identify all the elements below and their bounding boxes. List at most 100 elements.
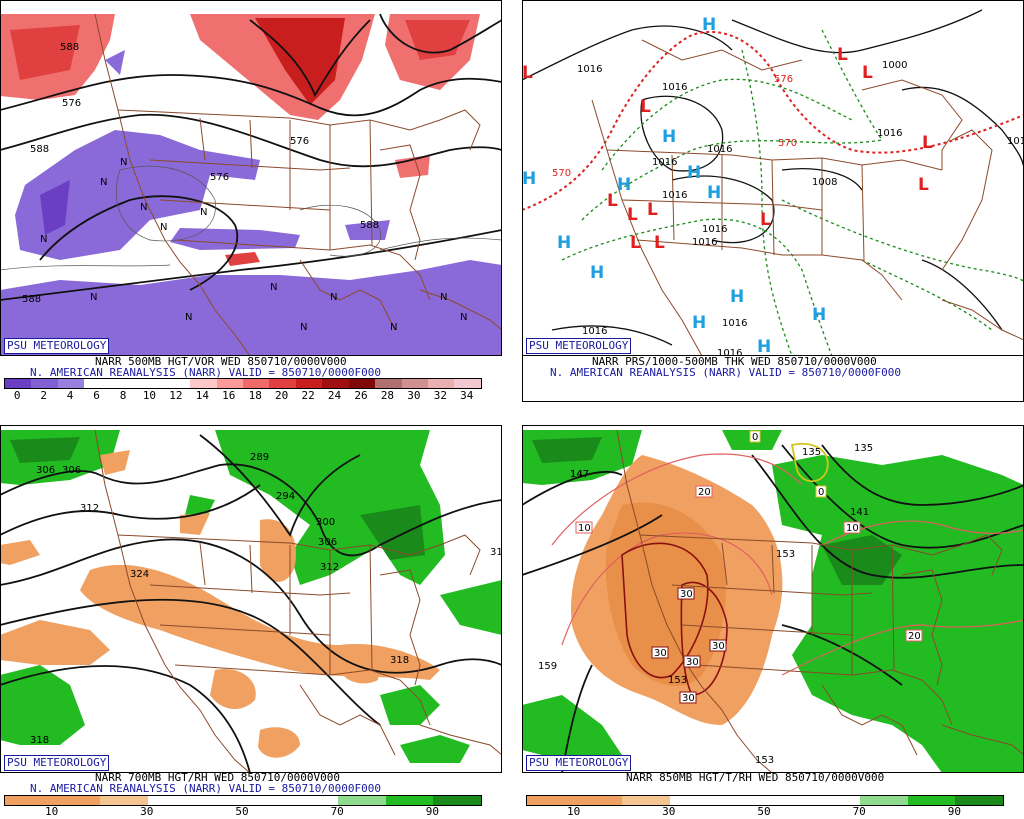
colorbar-tick-label: 90	[947, 805, 962, 818]
map-caption: NARR 500MB HGT/VOR WED 850710/0000V000	[95, 355, 347, 368]
height-label: 588	[30, 144, 49, 155]
low-pressure-label: L	[607, 191, 618, 211]
height-label: 289	[250, 452, 269, 463]
colorbar-tick-label: 20	[275, 389, 289, 402]
colorbar-tick-label: 30	[407, 389, 421, 402]
height-label: 588	[360, 220, 379, 231]
vorticity-label: N	[200, 207, 207, 218]
isobar-label: 1016	[877, 128, 902, 139]
colorbar-tick-label: 22	[301, 389, 315, 402]
isobar-label: 1016	[582, 326, 607, 337]
temperature-label: 30	[654, 648, 667, 659]
height-label: 153	[776, 549, 795, 560]
temperature-label: 30	[712, 641, 725, 652]
high-pressure-label: H	[702, 15, 716, 35]
low-pressure-label: L	[760, 210, 771, 230]
height-contours	[0, 13, 502, 301]
low-pressure-label: L	[922, 133, 933, 153]
temperature-label: 10	[578, 523, 591, 534]
high-pressure-label: H	[590, 263, 604, 283]
temperature-label: 30	[680, 589, 693, 600]
height-label: 135	[802, 447, 821, 458]
high-pressure-label: H	[707, 183, 721, 203]
colorbar-tick-label: 50	[757, 805, 771, 818]
colorbar-tick-label: 24	[327, 389, 342, 402]
vorticity-label: N	[185, 312, 192, 323]
height-label: 306	[318, 537, 337, 548]
isobar-label: 1016	[1007, 136, 1024, 147]
map-caption: NARR 850MB HGT/T/RH WED 850710/0000V000	[626, 771, 885, 784]
height-label: 318	[30, 735, 49, 746]
map-subcaption: N. AMERICAN REANALYSIS (NARR) VALID = 85…	[30, 782, 381, 795]
height-label: 318	[390, 655, 409, 666]
brand-label: PSU METEOROLOGY	[526, 338, 632, 354]
vorticity-label: N	[90, 292, 97, 303]
isobar-label: 1016	[662, 190, 687, 201]
colorbar-tick-label: 26	[354, 389, 368, 402]
isobar-label: 1016	[692, 237, 717, 248]
vorticity-label: N	[160, 222, 167, 233]
height-label: 306	[62, 465, 81, 476]
height-label: 312	[80, 503, 99, 514]
height-label: 159	[538, 661, 557, 672]
map-caption: NARR 700MB HGT/RH WED 850710/0000V000	[95, 771, 341, 784]
vorticity-label: N	[460, 312, 467, 323]
vorticity-label: N	[120, 157, 127, 168]
isobar-label: 1016	[717, 348, 742, 356]
colorbar-tick-label: 4	[66, 389, 74, 402]
panel-surface-pressure-thickness: 1016 1016 1016 1016 1016 1016 1016 1008 1000 1016…	[522, 0, 1024, 406]
thickness-label: 570	[552, 168, 571, 179]
thickness-label: 570	[778, 138, 797, 149]
colorbar-tick-label: 18	[248, 389, 262, 402]
map-caption: NARR PRS/1000-500MB THK WED 850710/0000V…	[592, 355, 877, 368]
height-label: 147	[570, 469, 589, 480]
high-pressure-label: H	[812, 305, 826, 325]
low-pressure-label: L	[647, 200, 658, 220]
high-pressure-label: H	[662, 127, 676, 147]
temperature-label: 20	[908, 631, 921, 642]
colorbar-tick-label: 32	[433, 389, 447, 402]
colorbar-tick-label: 10	[566, 805, 581, 818]
height-label: 306	[36, 465, 55, 476]
colorbar-tick-label: 28	[380, 389, 395, 402]
low-pressure-label: L	[654, 233, 665, 253]
brand-label: PSU METEOROLOGY	[526, 755, 632, 771]
high-pressure-label: H	[692, 313, 706, 333]
temperature-label: 10	[846, 523, 859, 534]
colorbar-tick-label: 10	[142, 389, 157, 402]
map-700mb: 306 306 312 324 294 300 306 312 318 318 318 289	[0, 425, 502, 773]
vorticity-label: N	[140, 202, 147, 213]
high-pressure-label: H	[557, 233, 571, 253]
vorticity-label: N	[330, 292, 337, 303]
height-label: 312	[320, 562, 339, 573]
low-pressure-label: L	[640, 97, 651, 117]
high-pressure-label: H	[757, 337, 771, 356]
panel-850mb-temp-rh: 147 147 153 159 153 153 135 135 141 10 20 10 30 30 30…	[522, 425, 1024, 819]
rh-shading-green	[0, 430, 502, 763]
map-subcaption: N. AMERICAN REANALYSIS (NARR) VALID = 85…	[30, 366, 381, 379]
high-pressure-label: H	[687, 163, 701, 183]
height-label: 153	[755, 755, 774, 766]
temperature-label: 0	[752, 432, 758, 443]
height-label: 576	[62, 98, 81, 109]
colorbar-tick-label: 2	[40, 389, 47, 402]
isobar-label: 1008	[812, 177, 837, 188]
colorbar-tick-label: 50	[235, 805, 249, 818]
geography-outlines	[94, 13, 502, 356]
height-label: 318	[490, 547, 502, 558]
brand-label: PSU METEOROLOGY	[4, 338, 110, 354]
isobar-label: 1000	[882, 60, 907, 71]
height-label: 324	[130, 569, 149, 580]
temperature-label: 20	[698, 487, 711, 498]
isobar-label: 1016	[652, 157, 677, 168]
height-label: 141	[850, 507, 869, 518]
low-pressure-label: L	[522, 63, 533, 83]
map-subcaption: N. AMERICAN REANALYSIS (NARR) VALID = 85…	[550, 366, 901, 379]
high-pressure-label: H	[617, 175, 631, 195]
thickness-label: 576	[774, 74, 793, 85]
colorbar-tick-label: 12	[169, 389, 183, 402]
vorticity-label: N	[40, 234, 47, 245]
map-500mb: 588 576 576 588 588 588 576 N N N N N N N N N N N N N N	[0, 0, 502, 356]
colorbar-tick-label: 90	[425, 805, 440, 818]
